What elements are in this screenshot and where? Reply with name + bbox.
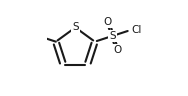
Text: Cl: Cl [131,25,142,35]
Text: O: O [104,17,112,27]
Text: S: S [72,22,79,32]
Text: O: O [113,45,121,55]
Text: S: S [109,31,116,41]
